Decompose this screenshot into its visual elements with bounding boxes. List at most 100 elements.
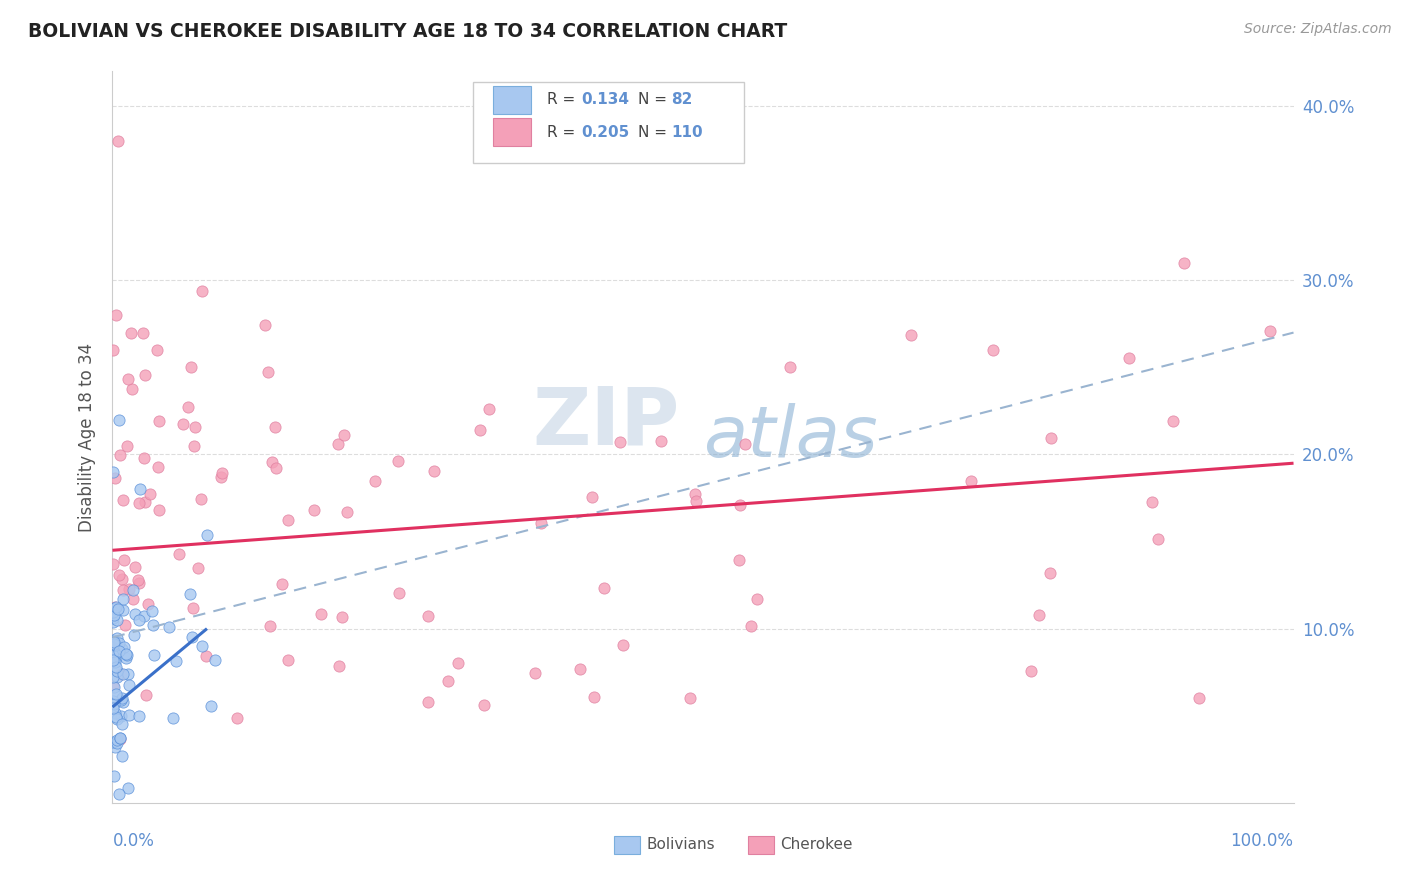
Point (583, 690, 606, 704)
Point (177, 400, 200, 414)
Y-axis label: Disability Age 18 to 34: Disability Age 18 to 34 (77, 343, 96, 532)
Point (110, 667, 132, 681)
Point (111, 583, 134, 598)
Point (103, 600, 125, 615)
Point (112, 592, 135, 607)
Point (1161, 414, 1184, 428)
Point (387, 454, 409, 468)
Point (121, 592, 143, 607)
Point (165, 654, 187, 668)
Point (263, 419, 285, 434)
Point (592, 581, 614, 595)
Point (121, 382, 143, 396)
Text: Source: ZipAtlas.com: Source: ZipAtlas.com (1244, 22, 1392, 37)
Point (568, 662, 591, 676)
Point (112, 492, 135, 507)
Point (328, 659, 350, 673)
Point (112, 640, 135, 654)
Point (1173, 256, 1195, 270)
Point (103, 680, 125, 694)
Point (181, 630, 204, 644)
Point (101, 734, 124, 748)
Point (388, 586, 411, 600)
Point (146, 343, 169, 357)
Point (734, 437, 756, 451)
Point (121, 583, 143, 598)
Point (104, 647, 127, 661)
Point (105, 712, 128, 726)
Text: Bolivians: Bolivians (647, 837, 714, 852)
Point (107, 787, 129, 801)
Point (148, 414, 170, 428)
Point (142, 618, 165, 632)
Point (683, 487, 706, 501)
Point (959, 474, 981, 488)
Point (104, 600, 127, 615)
Point (101, 701, 124, 715)
Point (1146, 532, 1168, 546)
Point (105, 733, 128, 747)
Point (105, 631, 128, 645)
Point (612, 638, 634, 652)
Point (115, 648, 138, 662)
Point (118, 678, 141, 692)
Point (181, 600, 204, 615)
Point (141, 604, 163, 618)
Text: R =: R = (547, 93, 581, 107)
Point (253, 318, 276, 332)
Point (129, 483, 152, 497)
Point (120, 326, 142, 340)
Point (103, 769, 125, 783)
Point (105, 638, 128, 652)
Point (436, 673, 458, 688)
Point (745, 592, 768, 607)
Point (104, 706, 127, 720)
Point (111, 748, 134, 763)
Point (103, 607, 125, 622)
Point (134, 368, 156, 382)
Point (110, 693, 132, 707)
Point (124, 607, 146, 621)
Point (650, 434, 672, 449)
Point (101, 645, 124, 659)
Point (727, 553, 749, 567)
Point (107, 134, 129, 148)
Point (225, 711, 247, 725)
Point (112, 667, 135, 681)
Point (1028, 607, 1050, 622)
Bar (492, 86, 530, 114)
Point (447, 657, 470, 671)
Bar (748, 836, 773, 854)
Point (110, 572, 132, 586)
Point (204, 653, 226, 667)
Point (103, 635, 125, 649)
Point (117, 439, 139, 453)
Point (103, 632, 125, 647)
Point (336, 506, 359, 520)
Point (257, 365, 280, 379)
Point (111, 695, 134, 709)
Text: 110: 110 (671, 125, 703, 139)
Point (107, 602, 129, 616)
Point (136, 597, 159, 611)
Point (270, 576, 292, 591)
Point (107, 567, 129, 582)
Point (124, 559, 146, 574)
Text: ZIP: ZIP (531, 384, 679, 461)
Point (264, 461, 287, 475)
Point (157, 620, 180, 634)
Point (195, 528, 218, 542)
Point (138, 487, 160, 501)
Point (190, 285, 212, 299)
Point (105, 650, 128, 665)
Point (128, 575, 150, 590)
Point (326, 437, 349, 451)
Point (101, 343, 124, 357)
Point (678, 691, 700, 706)
Point (135, 688, 157, 702)
Point (107, 636, 129, 650)
Point (423, 464, 446, 478)
Point (111, 603, 134, 617)
Point (107, 647, 129, 661)
Point (211, 466, 233, 480)
